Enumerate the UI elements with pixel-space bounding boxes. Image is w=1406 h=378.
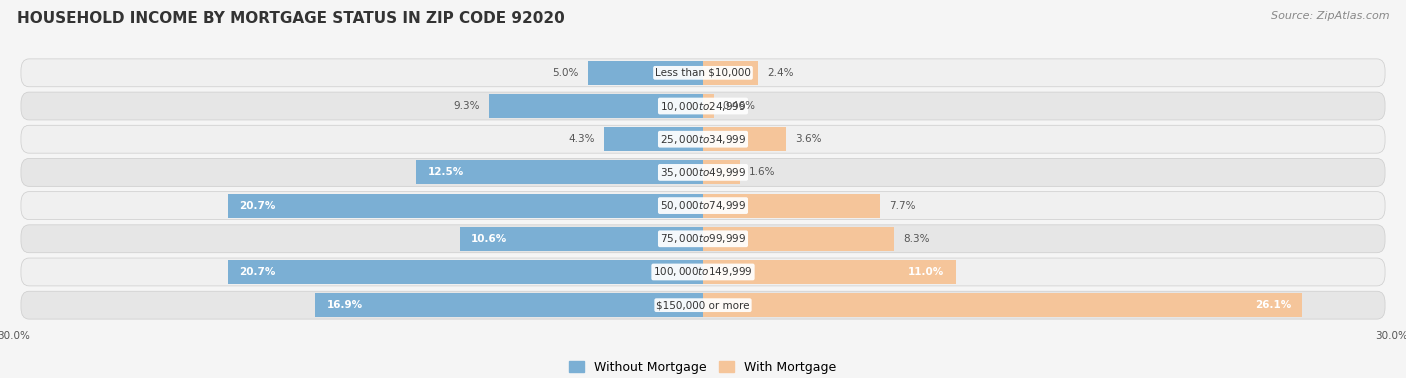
Text: $75,000 to $99,999: $75,000 to $99,999 (659, 232, 747, 245)
Text: 1.6%: 1.6% (749, 167, 776, 177)
Bar (416, 160, 703, 184)
Text: 11.0%: 11.0% (908, 267, 945, 277)
FancyBboxPatch shape (21, 125, 1385, 153)
Text: 2.4%: 2.4% (768, 68, 794, 78)
Text: 7.7%: 7.7% (889, 201, 915, 211)
Bar (703, 94, 714, 118)
Text: 26.1%: 26.1% (1254, 300, 1291, 310)
Text: Less than $10,000: Less than $10,000 (655, 68, 751, 78)
Text: $25,000 to $34,999: $25,000 to $34,999 (659, 133, 747, 146)
Legend: Without Mortgage, With Mortgage: Without Mortgage, With Mortgage (564, 356, 842, 378)
Text: 0.46%: 0.46% (723, 101, 756, 111)
Bar (605, 127, 703, 151)
Bar (703, 194, 880, 218)
Text: Source: ZipAtlas.com: Source: ZipAtlas.com (1271, 11, 1389, 21)
FancyBboxPatch shape (21, 225, 1385, 253)
Text: 16.9%: 16.9% (326, 300, 363, 310)
Text: 12.5%: 12.5% (427, 167, 464, 177)
Text: 8.3%: 8.3% (903, 234, 929, 244)
Bar (703, 260, 956, 284)
Bar (228, 194, 703, 218)
FancyBboxPatch shape (21, 158, 1385, 186)
FancyBboxPatch shape (21, 192, 1385, 220)
Bar (703, 293, 1302, 317)
Text: 4.3%: 4.3% (568, 134, 595, 144)
Text: 10.6%: 10.6% (471, 234, 508, 244)
Text: 3.6%: 3.6% (794, 134, 821, 144)
Text: $100,000 to $149,999: $100,000 to $149,999 (654, 265, 752, 279)
Text: $35,000 to $49,999: $35,000 to $49,999 (659, 166, 747, 179)
Bar (703, 227, 894, 251)
FancyBboxPatch shape (21, 59, 1385, 87)
FancyBboxPatch shape (21, 92, 1385, 120)
Text: $50,000 to $74,999: $50,000 to $74,999 (659, 199, 747, 212)
Bar (703, 160, 740, 184)
Bar (703, 61, 758, 85)
Bar (703, 127, 786, 151)
Bar (228, 260, 703, 284)
Bar (315, 293, 703, 317)
Text: 5.0%: 5.0% (553, 68, 579, 78)
Text: $10,000 to $24,999: $10,000 to $24,999 (659, 99, 747, 113)
Text: 9.3%: 9.3% (454, 101, 481, 111)
Text: HOUSEHOLD INCOME BY MORTGAGE STATUS IN ZIP CODE 92020: HOUSEHOLD INCOME BY MORTGAGE STATUS IN Z… (17, 11, 565, 26)
Bar (460, 227, 703, 251)
FancyBboxPatch shape (21, 291, 1385, 319)
Bar (489, 94, 703, 118)
Text: 20.7%: 20.7% (239, 267, 276, 277)
Text: $150,000 or more: $150,000 or more (657, 300, 749, 310)
Text: 20.7%: 20.7% (239, 201, 276, 211)
Bar (588, 61, 703, 85)
FancyBboxPatch shape (21, 258, 1385, 286)
